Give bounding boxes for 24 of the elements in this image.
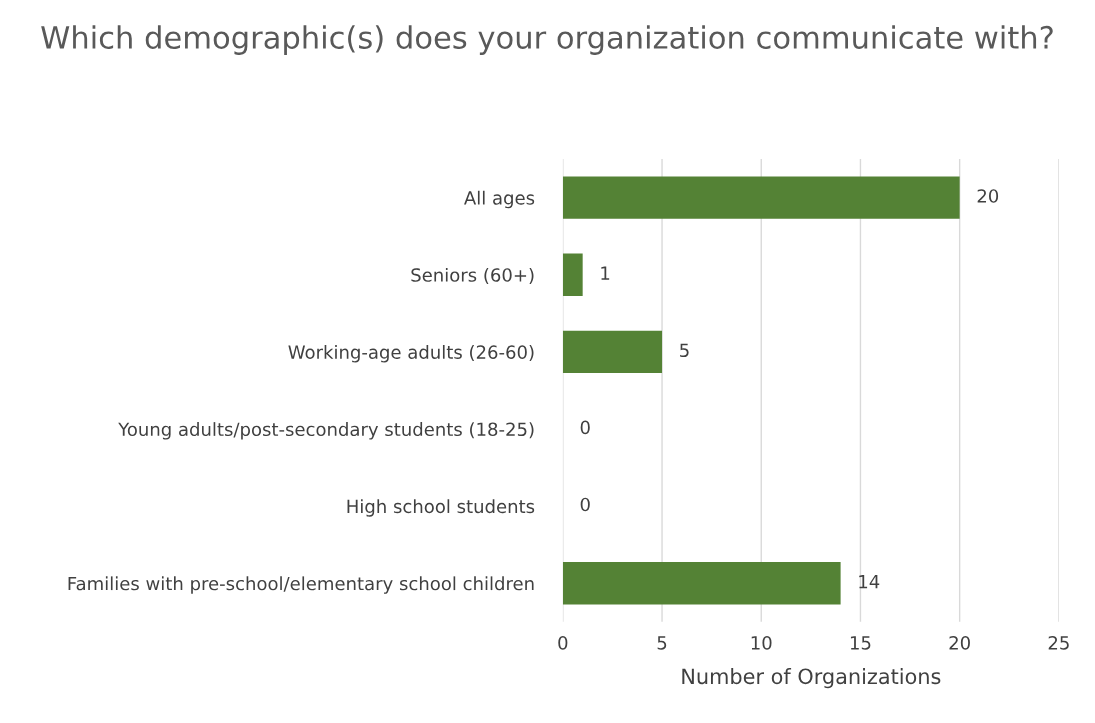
x-tick-label: 0	[558, 635, 568, 650]
x-tick-label: 20	[949, 635, 970, 650]
bar	[562, 562, 841, 605]
x-axis-title: Number of Organizations	[682, 668, 941, 689]
data-label: 20	[977, 189, 999, 203]
data-label: 14	[859, 575, 880, 589]
data-label: 0	[580, 497, 590, 512]
data-label: 1	[601, 266, 610, 280]
x-tick-label: 15	[850, 636, 871, 650]
y-tick-label: Working-age adults (26-60)	[288, 345, 534, 363]
data-label: 0	[580, 420, 590, 435]
x-tick-label: 10	[751, 635, 772, 650]
y-tick-label: Young adults/post-secondary students (18-25)	[118, 422, 534, 440]
y-tick-label: Families with pre-school/elementary school children	[68, 576, 534, 594]
y-tick-label: High school students	[347, 499, 535, 517]
y-tick-label: All ages	[464, 190, 535, 209]
bar	[562, 330, 663, 374]
x-tick-label: 5	[657, 636, 667, 650]
bar	[562, 176, 960, 219]
x-tick-label: 25	[1048, 635, 1069, 650]
chart-title: Which demographic(s) does your organization communicate with?	[41, 25, 1053, 55]
bar	[562, 253, 583, 296]
data-label: 5	[680, 343, 689, 358]
y-tick-label: Seniors (60+)	[411, 267, 534, 284]
